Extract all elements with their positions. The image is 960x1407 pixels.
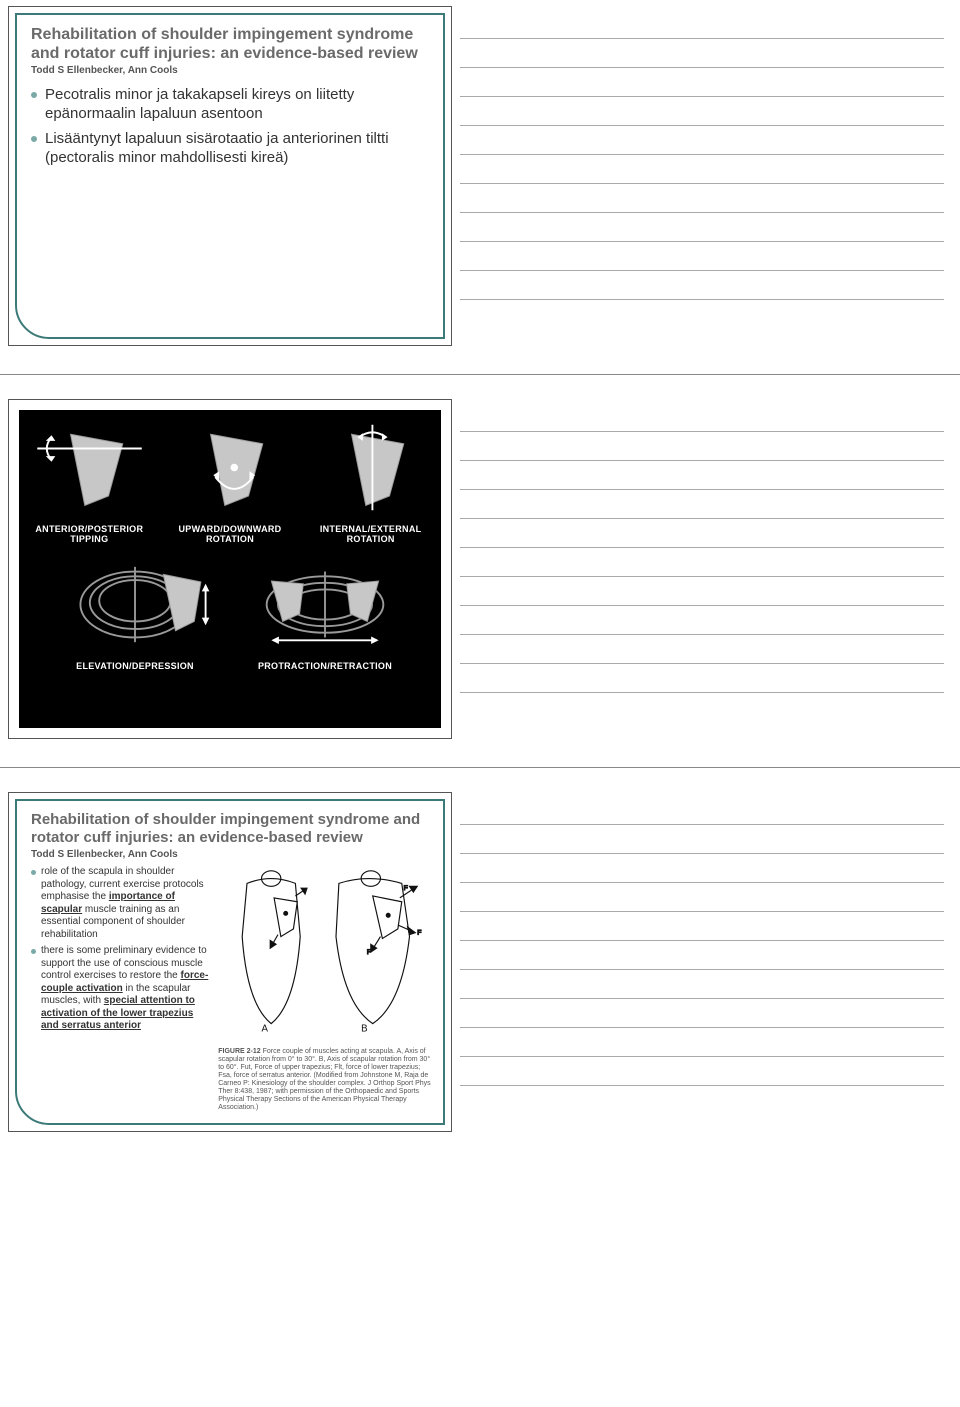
notes-1-column xyxy=(460,0,960,356)
note-line xyxy=(460,241,944,242)
thorax-elevation-icon xyxy=(55,557,215,652)
slide-3-inner-frame: Rehabilitation of shoulder impingement s… xyxy=(15,799,445,1125)
anatomy-label: ELEVATION/DEPRESSION xyxy=(55,661,215,671)
anatomy-label: UPWARD/DOWNWARDROTATION xyxy=(162,524,297,545)
panel-label-a: A xyxy=(262,1023,269,1034)
note-line xyxy=(460,882,944,883)
note-line xyxy=(460,824,944,825)
note-line xyxy=(460,547,944,548)
slide-3-bullets: role of the scapula in shoulder patholog… xyxy=(31,866,212,1033)
force-couple-figure-icon: A F xyxy=(218,866,431,1041)
label-text: PROTRACTION/RETRACTION xyxy=(258,661,392,671)
anatomy-label: INTERNAL/EXTERNALROTATION xyxy=(303,524,438,545)
svg-text:F: F xyxy=(417,930,421,937)
note-line xyxy=(460,96,944,97)
note-line xyxy=(460,270,944,271)
anatomy-cell-internal: INTERNAL/EXTERNALROTATION xyxy=(303,420,438,545)
note-line xyxy=(460,969,944,970)
notes-3-column xyxy=(460,786,960,1142)
label-text: UPWARD/DOWNWARDROTATION xyxy=(178,524,281,544)
notes-lines-1 xyxy=(460,14,944,300)
anatomy-panel: ANTERIOR/POSTERIORTIPPING UPWARD/DOWNWAR… xyxy=(19,410,441,728)
slide-1-title: Rehabilitation of shoulder impingement s… xyxy=(31,25,431,63)
label-text: ELEVATION/DEPRESSION xyxy=(76,661,194,671)
note-line xyxy=(460,576,944,577)
note-line xyxy=(460,183,944,184)
anatomy-cell-protraction: PROTRACTION/RETRACTION xyxy=(245,557,405,671)
note-line xyxy=(460,518,944,519)
note-line xyxy=(460,1027,944,1028)
scapula-internal-icon xyxy=(303,420,438,515)
svg-text:F: F xyxy=(404,885,408,892)
slide-3-authors: Todd S Ellenbecker, Ann Cools xyxy=(31,849,431,860)
slide-1-inner-frame: Rehabilitation of shoulder impingement s… xyxy=(15,13,445,339)
anatomy-label: PROTRACTION/RETRACTION xyxy=(245,661,405,671)
note-line xyxy=(460,67,944,68)
scapula-rotation-icon xyxy=(162,420,297,515)
scapula-tipping-icon xyxy=(22,420,157,515)
label-text: INTERNAL/EXTERNALROTATION xyxy=(320,524,422,544)
note-line xyxy=(460,489,944,490)
figure-caption-text: Force couple of muscles acting at scapul… xyxy=(218,1048,430,1111)
row-divider xyxy=(0,767,960,768)
note-line xyxy=(460,1056,944,1057)
note-line xyxy=(460,663,944,664)
slide-3-column: Rehabilitation of shoulder impingement s… xyxy=(0,786,460,1142)
note-line xyxy=(460,1085,944,1086)
note-line xyxy=(460,692,944,693)
figure-caption: FIGURE 2-12 Force couple of muscles acti… xyxy=(218,1048,431,1112)
note-line xyxy=(460,605,944,606)
bullet-item: role of the scapula in shoulder patholog… xyxy=(31,866,212,941)
note-line xyxy=(460,911,944,912)
note-line xyxy=(460,431,944,432)
slide-1-authors: Todd S Ellenbecker, Ann Cools xyxy=(31,65,431,76)
notes-2-column xyxy=(460,393,960,749)
notes-lines-2 xyxy=(460,407,944,693)
slide-2: ANTERIOR/POSTERIORTIPPING UPWARD/DOWNWAR… xyxy=(8,399,452,739)
slide-1-bullets: Pecotralis minor ja takakapseli kireys o… xyxy=(31,86,431,167)
anatomy-cell-rotation: UPWARD/DOWNWARDROTATION xyxy=(162,420,297,545)
row-divider xyxy=(0,374,960,375)
thorax-protraction-icon xyxy=(245,557,405,652)
bullet-item: Pecotralis minor ja takakapseli kireys o… xyxy=(31,86,431,124)
svg-text:F: F xyxy=(367,949,371,956)
notes-lines-3 xyxy=(460,800,944,1086)
anatomy-row-1: ANTERIOR/POSTERIORTIPPING UPWARD/DOWNWAR… xyxy=(19,410,441,545)
note-line xyxy=(460,460,944,461)
slide-3-text-col: role of the scapula in shoulder patholog… xyxy=(31,866,212,1112)
note-line xyxy=(460,38,944,39)
note-line xyxy=(460,299,944,300)
figure-label: FIGURE 2-12 xyxy=(218,1048,260,1055)
anatomy-label: ANTERIOR/POSTERIORTIPPING xyxy=(22,524,157,545)
slide-3-figure: A F xyxy=(218,866,431,1112)
slide-2-column: ANTERIOR/POSTERIORTIPPING UPWARD/DOWNWAR… xyxy=(0,393,460,749)
note-line xyxy=(460,125,944,126)
panel-label-b: B xyxy=(361,1023,367,1034)
slide-1-column: Rehabilitation of shoulder impingement s… xyxy=(0,0,460,356)
bullet-item: there is some preliminary evidence to su… xyxy=(31,945,212,1033)
note-line xyxy=(460,853,944,854)
bullet-item: Lisääntynyt lapaluun sisärotaatio ja ant… xyxy=(31,130,431,168)
anatomy-cell-tipping: ANTERIOR/POSTERIORTIPPING xyxy=(22,420,157,545)
anatomy-row-2: ELEVATION/DEPRESSION xyxy=(19,557,441,671)
slide-3: Rehabilitation of shoulder impingement s… xyxy=(8,792,452,1132)
anatomy-cell-elevation: ELEVATION/DEPRESSION xyxy=(55,557,215,671)
slide-3-body: role of the scapula in shoulder patholog… xyxy=(31,866,431,1112)
note-line xyxy=(460,212,944,213)
label-text: ANTERIOR/POSTERIORTIPPING xyxy=(35,524,143,544)
note-line xyxy=(460,998,944,999)
slide-3-title: Rehabilitation of shoulder impingement s… xyxy=(31,811,431,847)
note-line xyxy=(460,940,944,941)
note-line xyxy=(460,154,944,155)
slide-1: Rehabilitation of shoulder impingement s… xyxy=(8,6,452,346)
note-line xyxy=(460,634,944,635)
